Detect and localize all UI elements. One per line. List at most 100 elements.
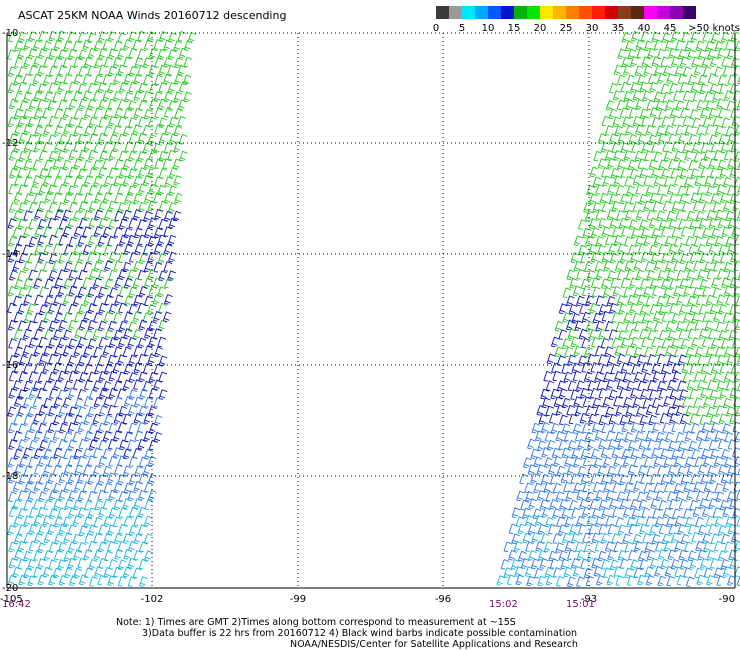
wind-barb <box>714 482 723 494</box>
wind-barb <box>548 413 558 424</box>
wind-barb <box>711 253 721 264</box>
wind-barb <box>93 226 103 237</box>
wind-barb <box>668 47 678 59</box>
wind-barb <box>158 302 167 314</box>
wind-barb <box>132 567 142 579</box>
wind-barb <box>603 260 613 271</box>
wind-barb <box>620 167 630 178</box>
wind-barb <box>57 30 67 42</box>
wind-barb <box>17 524 27 535</box>
wind-barb <box>609 302 618 314</box>
wind-barb <box>592 202 601 213</box>
wind-barb <box>163 91 173 103</box>
wind-barb <box>701 57 711 68</box>
wind-barb <box>706 549 716 561</box>
wind-barb <box>700 558 709 569</box>
wind-barb <box>632 115 642 127</box>
wind-barb <box>53 499 62 510</box>
wind-barb <box>632 201 642 212</box>
wind-barb <box>715 491 725 502</box>
wind-barb <box>564 346 574 358</box>
wind-barb <box>38 320 47 331</box>
wind-barb <box>27 575 36 586</box>
wind-barb <box>37 574 47 586</box>
wind-barb <box>722 397 732 409</box>
wind-barb <box>595 209 605 220</box>
wind-barb <box>167 234 177 246</box>
wind-barb <box>88 200 98 212</box>
wind-barb <box>627 549 637 561</box>
wind-barb <box>107 472 116 483</box>
wind-barb <box>695 540 704 552</box>
wind-barb <box>706 574 715 586</box>
wind-barb <box>732 200 740 212</box>
wind-barb <box>704 430 714 441</box>
wind-barb <box>23 141 33 152</box>
wind-barb <box>687 328 697 339</box>
wind-barb <box>108 48 117 59</box>
wind-barb <box>9 98 18 109</box>
wind-barb <box>48 253 58 264</box>
wind-barb <box>47 523 57 535</box>
wind-barb <box>624 176 633 187</box>
wind-barb <box>651 447 660 459</box>
wind-barb <box>530 448 539 460</box>
wind-barb <box>143 413 153 424</box>
wind-barb <box>578 328 588 340</box>
wind-barb <box>37 371 47 383</box>
wind-barb <box>77 235 87 246</box>
wind-barb <box>595 295 605 306</box>
wind-barb <box>117 133 127 145</box>
wind-barb <box>143 430 152 442</box>
wind-barb <box>649 107 659 118</box>
wind-barb <box>8 491 17 502</box>
wind-barb <box>715 346 724 357</box>
wind-barb <box>717 268 726 279</box>
wind-barb <box>722 312 732 323</box>
wind-barb <box>595 268 605 280</box>
wind-barb <box>28 456 37 467</box>
wind-barb <box>694 567 704 579</box>
wind-barb <box>705 185 715 196</box>
wind-barb <box>78 217 88 229</box>
wind-barb <box>53 329 62 340</box>
wind-barb <box>710 56 719 67</box>
wind-barb <box>108 251 118 263</box>
wind-barb <box>629 302 638 314</box>
wind-barb <box>87 524 97 535</box>
wind-barb <box>67 355 77 366</box>
wind-barb <box>625 321 634 332</box>
wind-barb <box>601 310 611 322</box>
wind-barb <box>708 158 718 169</box>
wind-barb <box>730 251 739 263</box>
wind-barb <box>613 234 623 246</box>
wind-barb <box>608 413 618 425</box>
wind-barb <box>97 82 107 93</box>
wind-barb <box>732 421 740 433</box>
wind-barb <box>24 193 33 204</box>
wind-barb <box>8 370 18 382</box>
wind-barb <box>607 549 616 561</box>
wind-barb <box>500 559 510 570</box>
wind-barb <box>679 193 688 204</box>
wind-barb <box>107 320 117 332</box>
wind-barb <box>178 99 187 110</box>
wind-barb <box>128 65 138 77</box>
wind-barb <box>643 482 653 493</box>
wind-barb <box>138 558 148 570</box>
wind-barb <box>564 516 574 527</box>
wind-barb <box>678 549 688 561</box>
wind-barb <box>613 64 623 76</box>
wind-barb <box>684 430 694 442</box>
wind-barb <box>98 64 107 76</box>
wind-barb <box>709 473 719 484</box>
wind-barb <box>7 218 17 229</box>
wind-barb <box>641 336 650 348</box>
wind-barb <box>43 499 53 511</box>
wind-barb <box>47 166 57 178</box>
wind-barb <box>147 166 156 178</box>
wind-barb <box>87 507 97 518</box>
wind-barb <box>153 261 163 273</box>
wind-barb <box>691 312 701 323</box>
wind-barb <box>112 57 122 68</box>
